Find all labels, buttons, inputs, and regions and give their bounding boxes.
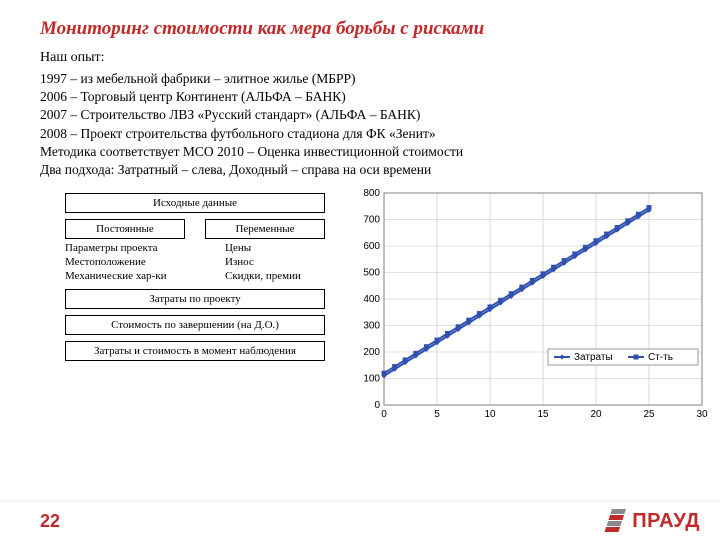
bullet-item: 2007 – Строительство ЛВЗ «Русский станда…: [40, 106, 680, 124]
bullet-item: 1997 – из мебельной фабрики – элитное жи…: [40, 70, 680, 88]
param-left: Местоположение: [65, 256, 215, 268]
svg-text:400: 400: [363, 294, 380, 305]
box-cost-moment: Затраты и стоимость в момент наблюдения: [65, 341, 325, 361]
box-source-data: Исходные данные: [65, 193, 325, 213]
svg-text:0: 0: [374, 400, 380, 411]
svg-text:25: 25: [643, 409, 655, 420]
svg-text:0: 0: [381, 409, 387, 420]
bullet-item: 2006 – Торговый центр Континент (АЛЬФА –…: [40, 88, 680, 106]
svg-text:Затраты: Затраты: [574, 352, 613, 363]
param-row: Местоположение Износ: [65, 255, 325, 269]
svg-text:200: 200: [363, 347, 380, 358]
bullet-list: 1997 – из мебельной фабрики – элитное жи…: [0, 70, 720, 185]
flow-diagram: Исходные данные Постоянные Переменные Па…: [40, 187, 350, 427]
param-right: Износ: [225, 256, 325, 268]
svg-text:600: 600: [363, 241, 380, 252]
line-chart: 0 100 200 300 400 500 600 700 800 0 5 10 15 20 25 30 Зат…: [350, 187, 710, 427]
svg-text:5: 5: [434, 409, 440, 420]
box-cost-completion: Стоимость по завершении (на Д.О.): [65, 315, 325, 335]
param-row: Механические хар-ки Скидки, премии: [65, 269, 325, 283]
svg-text:100: 100: [363, 374, 380, 385]
bullet-item: Два подхода: Затратный – слева, Доходный…: [40, 161, 680, 179]
param-rows: Параметры проекта Цены Местоположение Из…: [65, 241, 325, 283]
svg-text:500: 500: [363, 268, 380, 279]
svg-text:15: 15: [537, 409, 549, 420]
slide-subtitle: Наш опыт:: [0, 48, 720, 70]
box-constant: Постоянные: [65, 219, 185, 239]
param-left: Механические хар-ки: [65, 270, 215, 282]
svg-text:700: 700: [363, 215, 380, 226]
svg-text:10: 10: [484, 409, 496, 420]
svg-text:Ст-ть: Ст-ть: [648, 352, 673, 363]
box-project-costs: Затраты по проекту: [65, 289, 325, 309]
param-row: Параметры проекта Цены: [65, 241, 325, 255]
logo-text: ПРАУД: [632, 510, 700, 533]
svg-text:800: 800: [363, 188, 380, 199]
logo-icon: [604, 509, 626, 533]
param-left: Параметры проекта: [65, 242, 215, 254]
bullet-item: Методика соответствует МСО 2010 – Оценка…: [40, 143, 680, 161]
logo: ПРАУД: [604, 509, 700, 533]
param-right: Цены: [225, 242, 325, 254]
slide-title: Мониторинг стоимости как мера борьбы с р…: [0, 0, 720, 48]
svg-text:30: 30: [696, 409, 708, 420]
box-variable: Переменные: [205, 219, 325, 239]
page-number: 22: [40, 511, 60, 532]
svg-text:300: 300: [363, 321, 380, 332]
param-right: Скидки, премии: [225, 270, 325, 282]
svg-text:20: 20: [590, 409, 602, 420]
footer: 22 ПРАУД: [0, 500, 720, 540]
bullet-item: 2008 – Проект строительства футбольного …: [40, 125, 680, 143]
